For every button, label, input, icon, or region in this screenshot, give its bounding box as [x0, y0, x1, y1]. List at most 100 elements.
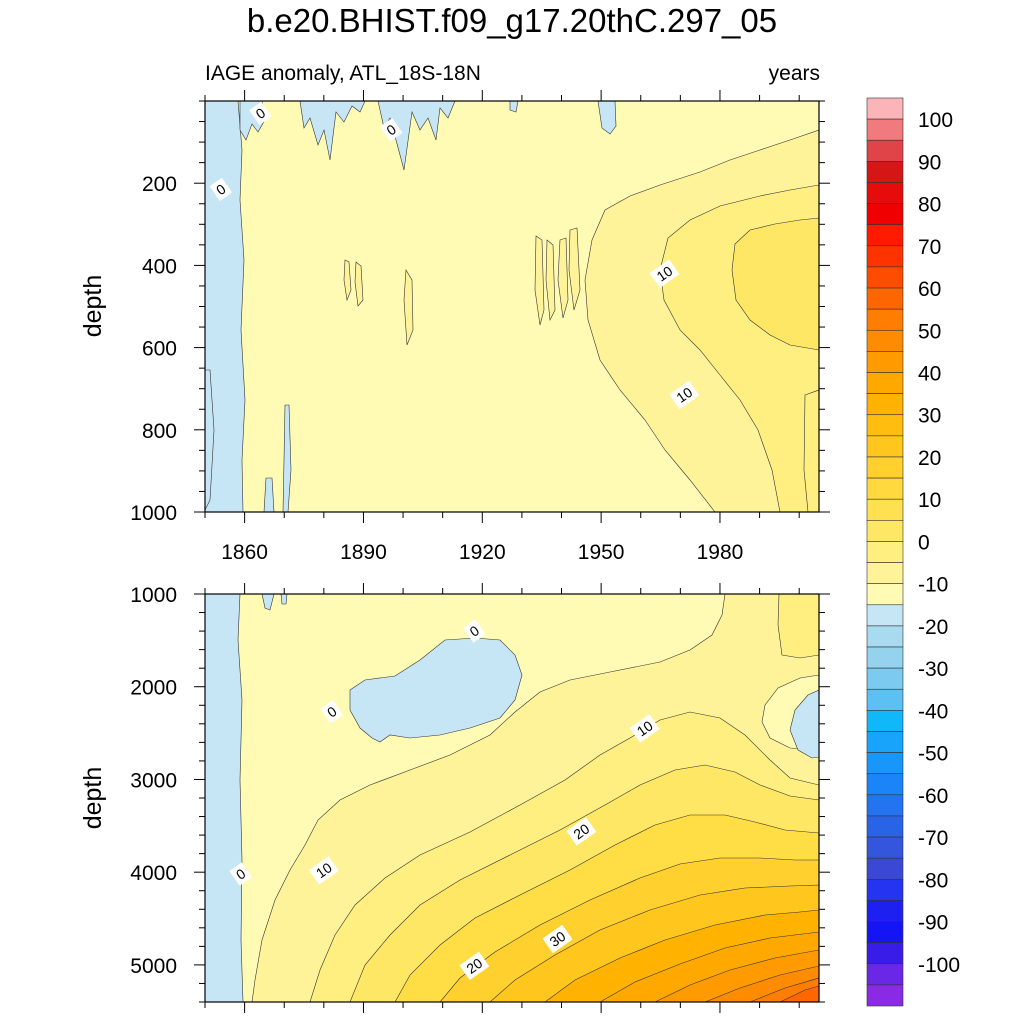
colorbar-label: -60 — [918, 785, 948, 808]
colorbar-label: 100 — [918, 109, 953, 132]
colorbar-swatch — [866, 414, 904, 437]
x-tick-label: 1980 — [697, 541, 744, 564]
upper-contour-labels: 0 0 0 10 10 — [209, 101, 700, 410]
upper-y-axis-label: depth — [79, 275, 107, 338]
lower-negative-patch — [280, 594, 288, 605]
colorbar-swatch — [866, 710, 904, 732]
lower-level-10-patch — [777, 594, 819, 659]
colorbar-swatch — [866, 646, 904, 669]
colorbar-swatch — [866, 794, 904, 817]
contour-label: 0 — [463, 619, 486, 643]
colorbar-label: 70 — [918, 236, 941, 259]
contour-label: 0 — [249, 101, 272, 126]
lower-level-60-band — [779, 985, 819, 1002]
colorbar-swatch — [866, 773, 904, 796]
colorbar-swatch — [866, 182, 904, 204]
chart-subtitle: IAGE anomaly, ATL_18S-18N — [205, 62, 481, 85]
colorbar-label: 50 — [918, 320, 941, 343]
colorbar-label: 90 — [918, 151, 941, 174]
y-tick-label: 4000 — [130, 862, 177, 885]
colorbar-swatch — [866, 477, 904, 500]
upper-negative-patch — [377, 101, 456, 171]
colorbar-label: 0 — [918, 531, 930, 554]
y-tick-label: 600 — [142, 338, 177, 361]
upper-positive-lens — [534, 235, 545, 326]
upper-positive-lens — [545, 239, 556, 322]
colorbar-swatch — [866, 562, 904, 584]
colorbar-label: -20 — [918, 616, 948, 639]
upper-positive-lens — [557, 237, 569, 319]
colorbar-swatch — [866, 329, 904, 352]
contour-label: 10 — [308, 856, 339, 885]
upper-positive-lens — [343, 259, 352, 302]
x-tick-label: 1920 — [459, 541, 506, 564]
colorbar-swatch — [866, 118, 904, 141]
upper-positive-lens — [354, 261, 364, 307]
contour-label: 0 — [320, 700, 344, 724]
colorbar-swatch — [866, 963, 904, 986]
contour-label: 20 — [459, 951, 490, 981]
colorbar-swatch — [866, 541, 904, 563]
colorbar-swatch — [866, 351, 904, 373]
lower-negative-patch — [789, 689, 819, 759]
colorbar-label: 30 — [918, 405, 941, 428]
upper-level-20-region — [731, 217, 819, 351]
colorbar-swatch — [866, 224, 904, 247]
contour-label: 0 — [229, 862, 252, 886]
chart-title: b.e20.BHIST.f09_g17.20thC.297_05 — [246, 2, 778, 39]
lower-contour-labels: 0 0 10 20 10 0 30 20 — [229, 619, 660, 981]
units-label: years — [768, 62, 820, 85]
colorbar-label: 60 — [918, 278, 941, 301]
colorbar-swatch — [866, 203, 904, 225]
colorbar-swatch — [866, 752, 904, 775]
lower-panel: 1000 2000 3000 4000 5000 0 0 10 20 10 0 30 20 — [130, 583, 830, 1013]
colorbar-swatch — [866, 667, 904, 690]
x-tick-label: 1950 — [578, 541, 625, 564]
colorbar-swatch — [866, 583, 904, 606]
upper-negative-patch — [263, 477, 275, 512]
lower-negative-patch — [261, 594, 275, 611]
upper-positive-lens — [568, 227, 581, 311]
colorbar-label: -100 — [918, 954, 960, 977]
y-tick-label: 400 — [142, 255, 177, 278]
colorbar-swatch — [866, 900, 904, 922]
colorbar-swatch — [866, 498, 904, 521]
upper-negative-patch — [205, 369, 215, 511]
colorbar-swatch — [866, 942, 904, 965]
colorbar-swatch — [866, 815, 904, 838]
colorbar-swatch — [866, 984, 904, 1007]
colorbar-label: -70 — [918, 827, 948, 850]
y-tick-label: 5000 — [130, 955, 177, 978]
y-tick-label: 1000 — [130, 584, 177, 607]
upper-level-20-region — [803, 389, 819, 512]
colorbar-swatch — [866, 688, 904, 711]
lower-level-5-region — [205, 594, 726, 1002]
lower-axis-ticks: 1000 20 0 0 3000 4000 5000 — [130, 583, 830, 1013]
x-tick-label: 1860 — [221, 541, 268, 564]
colorbar-label: -10 — [918, 574, 948, 597]
colorbar-label: -50 — [918, 743, 948, 766]
contour-label: 0 — [209, 177, 233, 202]
colorbar-swatch — [866, 520, 904, 542]
colorbar-label: 80 — [918, 194, 941, 217]
y-tick-label: 1000 — [130, 502, 177, 525]
colorbar-label: 20 — [918, 447, 941, 470]
colorbar-label: -40 — [918, 700, 948, 723]
colorbar-swatch — [866, 287, 904, 310]
contour-label: 30 — [542, 924, 573, 954]
colorbar-swatch — [866, 921, 904, 943]
colorbar-swatch — [866, 97, 904, 120]
x-tick-label: 1890 — [340, 541, 387, 564]
y-tick-label: 800 — [142, 420, 177, 443]
colorbar-swatch — [866, 731, 904, 753]
colorbar-swatch — [866, 625, 904, 648]
upper-negative-patch — [509, 101, 519, 113]
y-tick-label: 3000 — [130, 769, 177, 792]
colorbar-swatch — [866, 372, 904, 394]
colorbar-swatch — [866, 245, 904, 268]
colorbar-swatch — [866, 266, 904, 289]
colorbar-label: 40 — [918, 363, 941, 386]
colorbar-label: -90 — [918, 912, 948, 935]
